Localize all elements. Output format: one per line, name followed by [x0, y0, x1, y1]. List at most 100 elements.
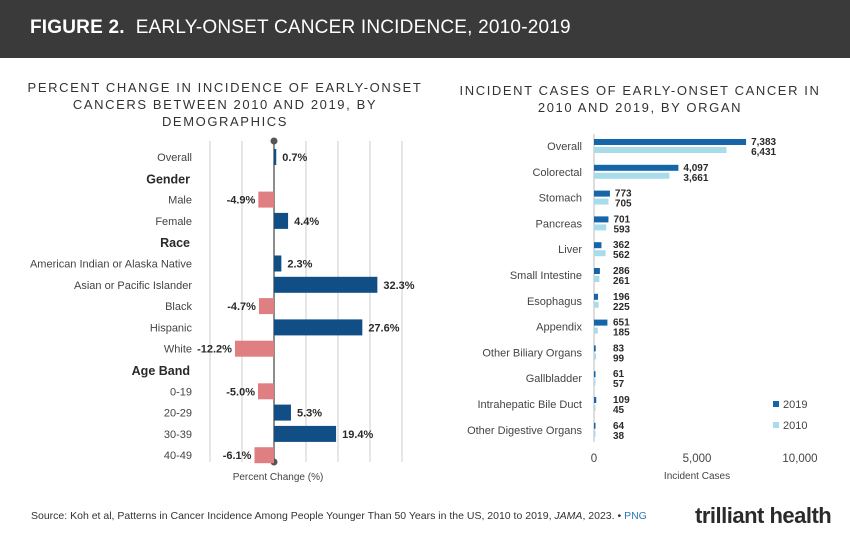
left-bar: [258, 191, 274, 208]
left-bar: [258, 383, 274, 400]
legend-swatch-2010: [773, 422, 779, 428]
right-category-label: Colorectal: [532, 167, 582, 179]
right-value-label-2019: 4,097: [683, 163, 708, 174]
right-x-tick-label: 5,000: [683, 453, 712, 465]
legend-swatch-2019: [773, 401, 779, 407]
trilliant-health-logo: trilliant health: [695, 503, 832, 528]
right-value-label-2010: 225: [613, 302, 630, 313]
left-category-label: Male: [168, 195, 192, 207]
left-category-label: 40-49: [164, 450, 192, 462]
left-bar: [258, 298, 274, 315]
left-value-label: -4.7%: [227, 301, 256, 313]
left-category-label: Hispanic: [150, 322, 193, 334]
right-bar-2010: [594, 276, 600, 282]
right-bar-2019: [594, 242, 602, 249]
right-bar-2019: [594, 164, 679, 171]
left-value-label: 5.3%: [297, 408, 322, 420]
right-bar-2019: [594, 371, 596, 378]
right-bar-2010: [594, 405, 596, 411]
right-category-label: Stomach: [539, 193, 582, 205]
left-axis-top-dot: [270, 137, 278, 145]
right-value-label-2019: 773: [615, 189, 632, 200]
right-bar-2019: [594, 190, 610, 197]
right-bar-2010: [594, 198, 609, 205]
source-text-end: , 2023. •: [582, 510, 625, 522]
left-category-label: 30-39: [164, 429, 192, 441]
figure-title: FIGURE 2. EARLY-ONSET CANCER INCIDENCE, …: [30, 17, 571, 39]
right-bar-2019: [594, 268, 600, 274]
right-value-label-2010: 261: [613, 276, 630, 287]
right-value-label-2019: 651: [613, 318, 630, 329]
figure-title-text: EARLY-ONSET CANCER INCIDENCE, 2010-2019: [135, 17, 571, 38]
legend-label-2010: 2010: [783, 420, 807, 432]
right-category-label: Esophagus: [527, 296, 583, 308]
legend-label-2019: 2019: [783, 399, 807, 411]
left-category-label: Asian or Pacific Islander: [74, 280, 192, 292]
right-value-label-2010: 705: [615, 199, 632, 210]
left-category-label: 20-29: [164, 408, 192, 420]
right-bar-2010: [594, 147, 727, 153]
right-x-tick-label: 10,000: [782, 453, 817, 465]
right-bar-2010: [594, 224, 607, 231]
right-value-label-2019: 7,383: [751, 137, 776, 148]
left-bar: [274, 276, 378, 293]
right-bar-2019: [594, 139, 747, 145]
right-bar-2019: [594, 345, 596, 352]
right-bar-2010: [594, 327, 598, 334]
right-value-label-2019: 64: [613, 421, 625, 432]
right-bar-2010: [594, 301, 599, 308]
left-category-label: White: [164, 344, 192, 356]
right-value-label-2010: 38: [613, 431, 625, 442]
left-bar: [274, 212, 289, 229]
right-value-label-2019: 61: [613, 369, 625, 380]
right-x-axis-label: Incident Cases: [664, 471, 730, 482]
right-category-label: Appendix: [536, 322, 582, 334]
right-category-label: Liver: [558, 244, 582, 256]
source-text: Source: Koh et al, Patterns in Cancer In…: [31, 510, 555, 522]
right-category-label: Other Digestive Organs: [467, 425, 582, 437]
left-value-label: 0.7%: [282, 152, 307, 164]
left-value-label: 32.3%: [383, 280, 414, 292]
left-x-axis-label: Percent Change (%): [233, 472, 324, 483]
right-value-label-2010: 3,661: [683, 173, 708, 184]
right-value-label-2010: 45: [613, 405, 625, 416]
left-bar: [274, 425, 337, 442]
left-chart-title: PERCENT CHANGE IN INCIDENCE OF EARLY-ONS…: [27, 80, 423, 129]
right-category-label: Gallbladder: [526, 373, 583, 385]
right-value-label-2010: 185: [613, 328, 630, 339]
right-bar-2010: [594, 250, 606, 257]
left-value-label: 27.6%: [368, 322, 399, 334]
left-value-label: -12.2%: [197, 344, 232, 356]
right-value-label-2019: 83: [613, 343, 625, 354]
left-bar: [274, 149, 277, 165]
left-category-label: Overall: [157, 152, 192, 164]
right-bar-2010: [594, 379, 596, 386]
right-category-label: Pancreas: [536, 218, 583, 230]
right-bar-2019: [594, 319, 608, 326]
right-category-label: Small Intestine: [510, 270, 582, 282]
png-link[interactable]: PNG: [624, 510, 647, 522]
right-category-label: Intrahepatic Bile Duct: [477, 399, 582, 411]
figure-header: FIGURE 2. EARLY-ONSET CANCER INCIDENCE, …: [0, 0, 850, 58]
figure-label: FIGURE 2.: [30, 17, 125, 38]
left-category-label: Black: [165, 301, 192, 313]
right-value-label-2019: 196: [613, 292, 630, 303]
right-bar-2019: [594, 422, 596, 429]
right-value-label-2010: 562: [613, 250, 630, 261]
left-bar: [234, 340, 274, 357]
right-value-label-2010: 99: [613, 353, 625, 364]
source-journal: JAMA: [554, 510, 583, 522]
left-value-label: -5.0%: [226, 386, 255, 398]
left-value-label: -6.1%: [223, 450, 252, 462]
left-value-label: 4.4%: [294, 216, 319, 228]
left-bar: [274, 319, 363, 336]
left-group-label: Gender: [146, 172, 190, 186]
right-category-label: Overall: [547, 141, 582, 153]
right-value-label-2019: 701: [613, 214, 630, 225]
right-value-label-2019: 362: [613, 240, 630, 251]
right-bar-2010: [594, 430, 596, 437]
right-value-label-2010: 6,431: [751, 147, 776, 158]
left-bar: [254, 447, 274, 464]
right-value-label-2010: 57: [613, 379, 625, 390]
